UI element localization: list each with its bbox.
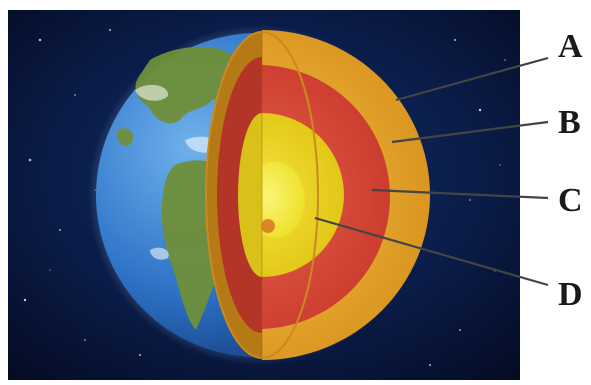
label-c: C xyxy=(558,182,583,219)
leader-lines xyxy=(314,56,549,287)
leader-line-d xyxy=(314,216,549,287)
layer-mantle xyxy=(262,65,390,329)
label-b: B xyxy=(558,104,581,141)
cut-edge xyxy=(205,31,319,359)
layer-outer-core xyxy=(262,113,344,277)
leader-line-a xyxy=(395,56,549,102)
label-a: A xyxy=(558,28,583,65)
leader-line-c xyxy=(371,188,549,200)
label-d: D xyxy=(558,276,583,313)
layer-inner-core xyxy=(262,162,305,238)
label-margin xyxy=(520,0,591,385)
leader-line-b xyxy=(391,120,549,144)
core-center-spot xyxy=(261,219,275,233)
